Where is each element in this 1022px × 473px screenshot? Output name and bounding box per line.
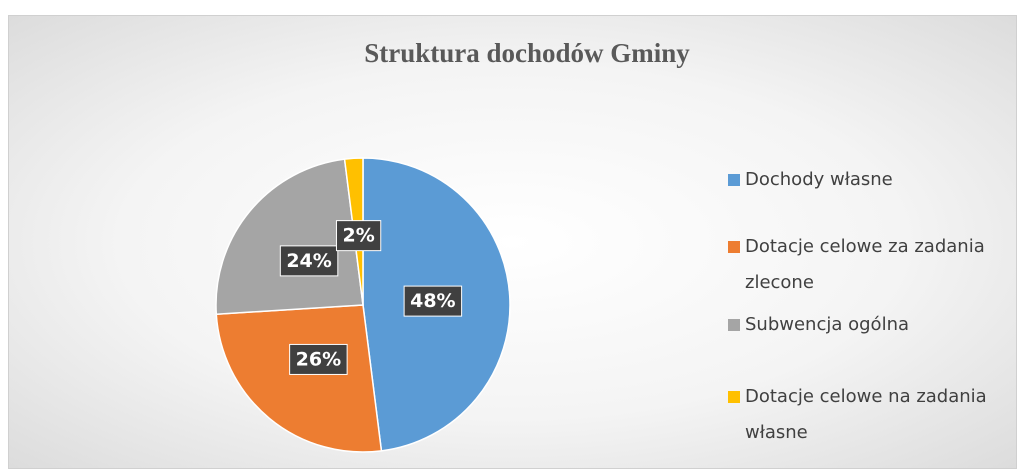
legend-swatch	[728, 319, 740, 331]
data-label: 24%	[279, 245, 339, 277]
legend-swatch	[728, 241, 740, 253]
chart-title: Struktura dochodów Gminy	[364, 38, 690, 68]
legend-item: Subwencja ogólna	[728, 307, 1018, 343]
data-label-text: 24%	[286, 250, 331, 272]
data-label-text: 48%	[410, 290, 455, 312]
pie-slice	[215, 304, 383, 453]
data-label: 2%	[335, 220, 382, 252]
data-label-box	[403, 285, 463, 317]
data-label: 48%	[403, 285, 463, 317]
data-label-box	[289, 343, 348, 375]
legend-swatch	[728, 391, 740, 403]
data-label: 26%	[289, 343, 348, 375]
legend-swatch	[728, 174, 740, 186]
legend-item: Dotacje celowe za zadania zlecone	[728, 229, 1018, 301]
legend-label: Dotacje celowe za zadania zlecone	[745, 236, 985, 293]
data-label-text: 26%	[296, 348, 341, 370]
legend-item: Dotacje celowe na zadania własne	[728, 379, 1018, 451]
data-label-text: 2%	[342, 225, 374, 247]
legend-item: Dochody własne	[728, 162, 1018, 198]
legend-label: Dotacje celowe na zadania własne	[745, 386, 987, 443]
data-label-box	[335, 220, 382, 252]
data-label-box	[279, 245, 339, 277]
legend-label: Dochody własne	[745, 169, 893, 190]
chart-area	[8, 15, 1017, 469]
legend-label: Subwencja ogólna	[745, 314, 910, 335]
